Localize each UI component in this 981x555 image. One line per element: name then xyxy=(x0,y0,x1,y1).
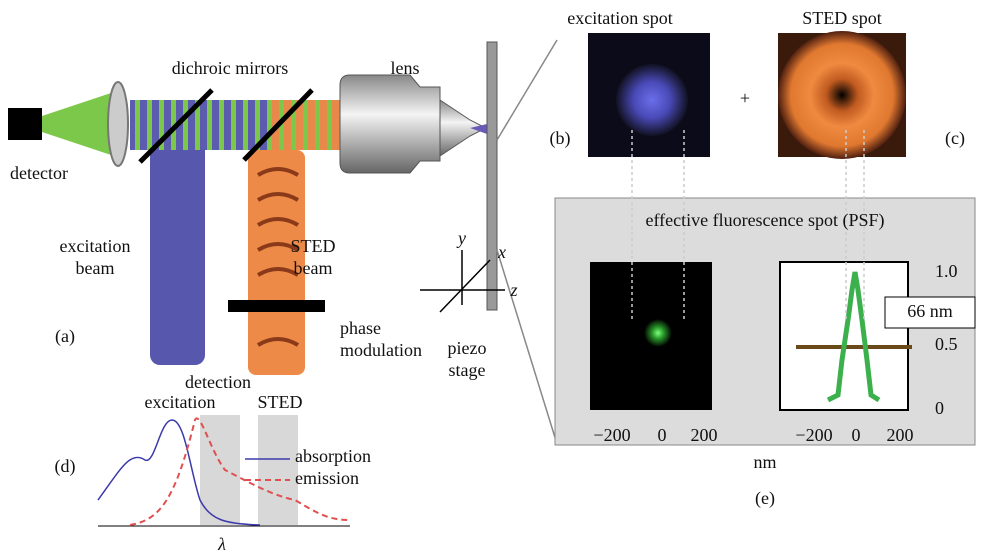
tick-label: −200 xyxy=(593,425,630,445)
panel-label: (a) xyxy=(55,326,75,347)
tick-label: 200 xyxy=(691,425,718,445)
detector-lens xyxy=(108,82,128,166)
legend-label: emission xyxy=(295,468,359,488)
panel-label: (c) xyxy=(945,128,965,149)
excitation-beam xyxy=(150,125,205,365)
label: piezo xyxy=(448,338,487,358)
label: STED xyxy=(258,392,303,412)
combined-beam xyxy=(130,100,270,150)
sample-stage xyxy=(487,42,497,310)
sted-band xyxy=(258,415,298,525)
objective xyxy=(340,75,440,173)
tick-label: 0 xyxy=(852,425,861,445)
label: excitation xyxy=(145,392,216,412)
excitation-spot xyxy=(616,64,688,136)
tick-label: 200 xyxy=(887,425,914,445)
combined-beam xyxy=(270,100,350,150)
sted-donut xyxy=(778,31,906,159)
label: dichroic mirrors xyxy=(172,58,288,78)
label: STED xyxy=(291,236,336,256)
axis-label: nm xyxy=(753,452,776,472)
tick-label: −200 xyxy=(795,425,832,445)
connector xyxy=(497,40,557,444)
detector xyxy=(8,108,42,140)
label: modulation xyxy=(340,340,422,360)
label: beam xyxy=(76,258,115,278)
tick-label: 0.5 xyxy=(935,334,958,354)
label: stage xyxy=(449,360,486,380)
label: beam xyxy=(294,258,333,278)
label: excitation xyxy=(60,236,131,256)
axis-label: λ xyxy=(217,534,226,554)
panel-label: (b) xyxy=(550,128,571,149)
axis-label: z xyxy=(509,280,517,300)
axis-label: y xyxy=(456,228,466,248)
tick-label: 0 xyxy=(935,398,944,418)
phase-plate xyxy=(228,300,325,312)
legend-label: absorption xyxy=(295,446,371,466)
psf-spot xyxy=(644,319,672,347)
label: phase xyxy=(340,318,381,338)
label: lens xyxy=(391,58,420,78)
figure: excitation spot STED spot dichroic mirro… xyxy=(0,0,981,555)
annotation: 66 nm xyxy=(907,301,953,321)
label: STED spot xyxy=(802,8,882,28)
label: + xyxy=(740,88,750,108)
label: excitation spot xyxy=(567,8,672,28)
tick-label: 0 xyxy=(658,425,667,445)
panel-label: (e) xyxy=(755,488,775,509)
label: detector xyxy=(10,163,68,183)
axis-label: x xyxy=(497,242,506,262)
tick-label: 1.0 xyxy=(935,261,958,281)
label: detection xyxy=(185,372,251,392)
label: effective fluorescence spot (PSF) xyxy=(645,210,884,231)
panel-label: (d) xyxy=(55,456,76,477)
